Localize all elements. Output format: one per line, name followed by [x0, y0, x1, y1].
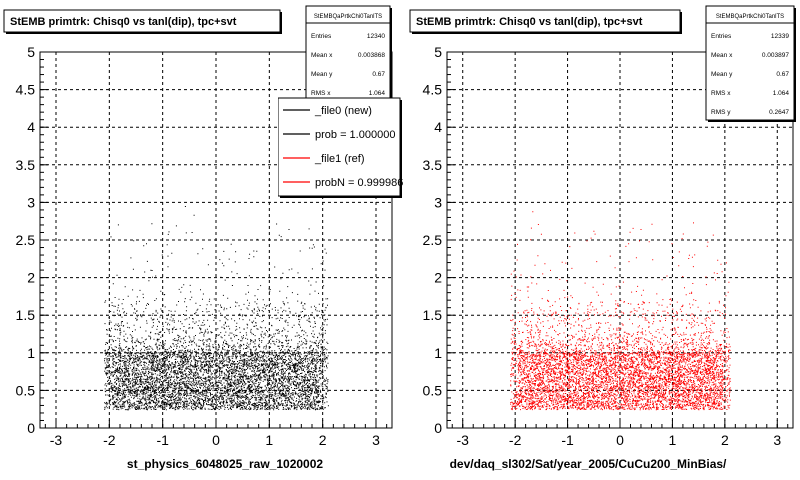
stats-value: 0.67	[372, 71, 385, 78]
stats-label: Mean y	[711, 71, 733, 78]
stats-label: Entries	[311, 33, 332, 40]
x-tick-label: -1	[561, 432, 574, 448]
legend: _file0 (new) prob = 1.000000 _file1 (ref) p…	[278, 97, 403, 198]
chart-title: StEMB primtrk: Chisq0 vs tanl(dip), tpc+…	[416, 16, 643, 28]
stats-label: RMS x	[311, 90, 331, 97]
y-tick-label: 0.5	[16, 382, 36, 398]
legend-entry-label: _file1 (ref)	[314, 153, 365, 165]
stats-value: 0.2647	[769, 109, 789, 116]
legend-entry-label: prob = 1.000000	[315, 129, 395, 141]
y-tick-label: 3	[27, 194, 35, 210]
y-tick-label: 3.5	[423, 157, 443, 173]
y-tick-label: 1	[27, 345, 35, 361]
left-panel: 0 0.5 1 1.5 2 2.5 3 3.5 4 4.5 5 -3 -2 -1 0 1 2 3 st_physic…	[3, 5, 403, 471]
legend-entry-label: _file0 (new)	[314, 105, 372, 117]
stats-value: 12339	[771, 33, 789, 40]
x-tick-label: 1	[669, 432, 677, 448]
stats-value: 12340	[367, 33, 385, 40]
y-tick-label: 2	[27, 270, 35, 286]
stats-value: 0.003868	[358, 52, 385, 59]
y-tick-label: 1.5	[423, 307, 443, 323]
stats-value: 0.67	[776, 71, 789, 78]
stats-value: 1.064	[369, 90, 386, 97]
x-tick-label: 3	[372, 432, 380, 448]
legend-entry-label: probN = 0.999986	[315, 177, 403, 189]
y-tick-label: 1	[434, 345, 442, 361]
x-tick-label: 0	[616, 432, 624, 448]
legend-box	[278, 97, 401, 197]
chart-title: StEMB primtrk: Chisq0 vs tanl(dip), tpc+…	[10, 16, 237, 28]
y-tick-label: 5	[434, 44, 442, 60]
x-tick-label: -2	[509, 432, 522, 448]
y-tick-label: 1.5	[16, 307, 36, 323]
y-tick-label: 0	[27, 420, 35, 436]
stats-label: RMS x	[711, 90, 731, 97]
y-tick-label: 3	[434, 194, 442, 210]
stats-label: Mean y	[311, 71, 333, 78]
x-tick-label: -1	[156, 432, 169, 448]
y-tick-label: 4	[434, 119, 442, 135]
x-tick-label: 3	[773, 432, 781, 448]
stats-box	[705, 5, 795, 121]
stats-value: 0.003897	[762, 52, 789, 59]
title-box	[409, 9, 681, 33]
y-tick-label: 4	[27, 119, 35, 135]
x-tick-label: 2	[319, 432, 327, 448]
x-tick-label: -3	[457, 432, 470, 448]
y-tick-label: 2.5	[423, 232, 443, 248]
x-axis-label: dev/daq_sl302/Sat/year_2005/CuCu200_MinB…	[450, 457, 727, 471]
stats-name: StEMBQaPrtkChi0TanlTS	[314, 14, 382, 20]
x-tick-label: 0	[212, 432, 220, 448]
stats-label: Entries	[711, 33, 732, 40]
y-tick-label: 5	[27, 44, 35, 60]
x-tick-label: 1	[265, 432, 273, 448]
title-box	[3, 9, 281, 33]
y-tick-label: 4.5	[16, 82, 36, 98]
y-tick-label: 4.5	[423, 82, 443, 98]
x-axis-label: st_physics_6048025_raw_1020002	[127, 457, 323, 471]
stats-name: StEMBQaPrtkChi0TanlTS	[716, 14, 784, 20]
stats-label: Mean x	[311, 52, 333, 59]
x-tick-label: 2	[721, 432, 729, 448]
y-tick-label: 2	[434, 270, 442, 286]
y-tick-label: 0	[434, 420, 442, 436]
stats-value: 1.064	[773, 90, 790, 97]
stats-label: Mean x	[711, 52, 733, 59]
y-tick-label: 3.5	[16, 157, 36, 173]
scatter-points	[104, 206, 329, 411]
scatter-points	[510, 211, 731, 411]
y-tick-label: 0.5	[423, 382, 443, 398]
x-tick-label: -2	[103, 432, 116, 448]
x-tick-label: -3	[50, 432, 63, 448]
stats-label: RMS y	[711, 109, 731, 116]
right-panel: 0 0.5 1 1.5 2 2.5 3 3.5 4 4.5 5 -3 -2 -1 0 1 2 3 dev/daq_s…	[409, 5, 796, 471]
y-tick-label: 2.5	[16, 232, 36, 248]
